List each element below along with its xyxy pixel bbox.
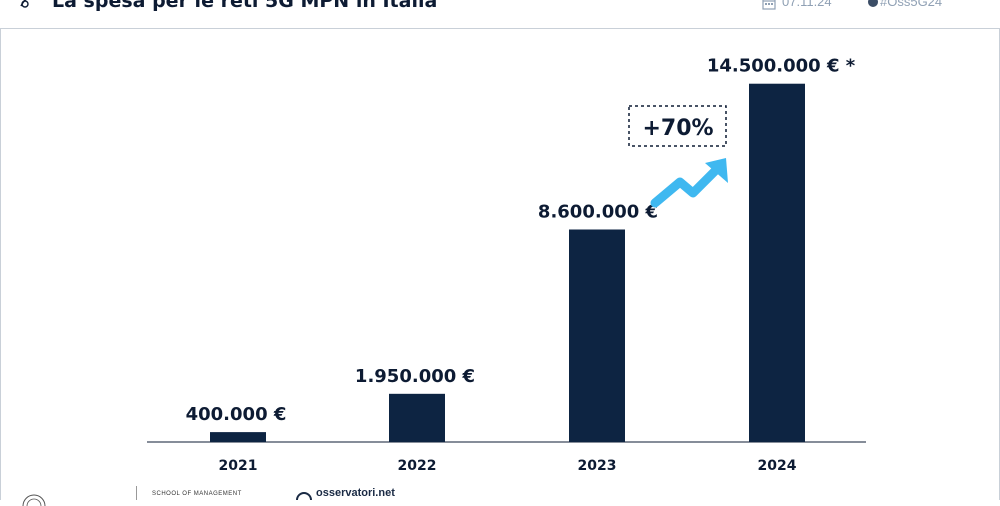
page-title: La spesa per le reti 5G MPN in Italia (52, 0, 438, 12)
data-label-2024: 14.500.000 € * (707, 56, 856, 77)
trend-arrowhead-icon (705, 158, 728, 183)
magnifier-icon (20, 0, 29, 8)
data-label-2021: 400.000 € (186, 404, 287, 425)
data-label-2022: 1.950.000 € (355, 366, 475, 387)
calendar-icon (762, 0, 776, 10)
data-label-2023: 8.600.000 € (538, 201, 658, 222)
bar-2023[interactable] (569, 229, 625, 442)
footer-school-label: SCHOOL OF MANAGEMENT (152, 491, 242, 497)
footer-divider (136, 486, 137, 500)
x-tick-label-2023: 2023 (578, 458, 617, 474)
bar-2021[interactable] (210, 432, 266, 442)
bar-2024[interactable] (749, 83, 805, 442)
panel-left-border (0, 28, 1, 500)
bar-2022[interactable] (389, 393, 445, 442)
x-tick-label-2024: 2024 (758, 458, 797, 474)
footer (0, 486, 1000, 506)
x-tick-label-2022: 2022 (398, 458, 437, 474)
footer-brand-label: osservatori.net (316, 487, 395, 499)
osservatori-logo-icon (296, 492, 312, 500)
date-label: 07.11.24 (782, 0, 832, 9)
trend-arrow-icon (650, 163, 723, 208)
x-logo-icon (868, 0, 878, 7)
hashtag-link[interactable]: #Oss5G24 (880, 0, 943, 9)
growth-annotation-label: +70% (642, 116, 713, 141)
university-seal-icon (22, 494, 46, 506)
x-tick-label-2021: 2021 (219, 458, 258, 474)
panel-top-border (0, 28, 1000, 500)
growth-annotation-box (628, 105, 727, 147)
